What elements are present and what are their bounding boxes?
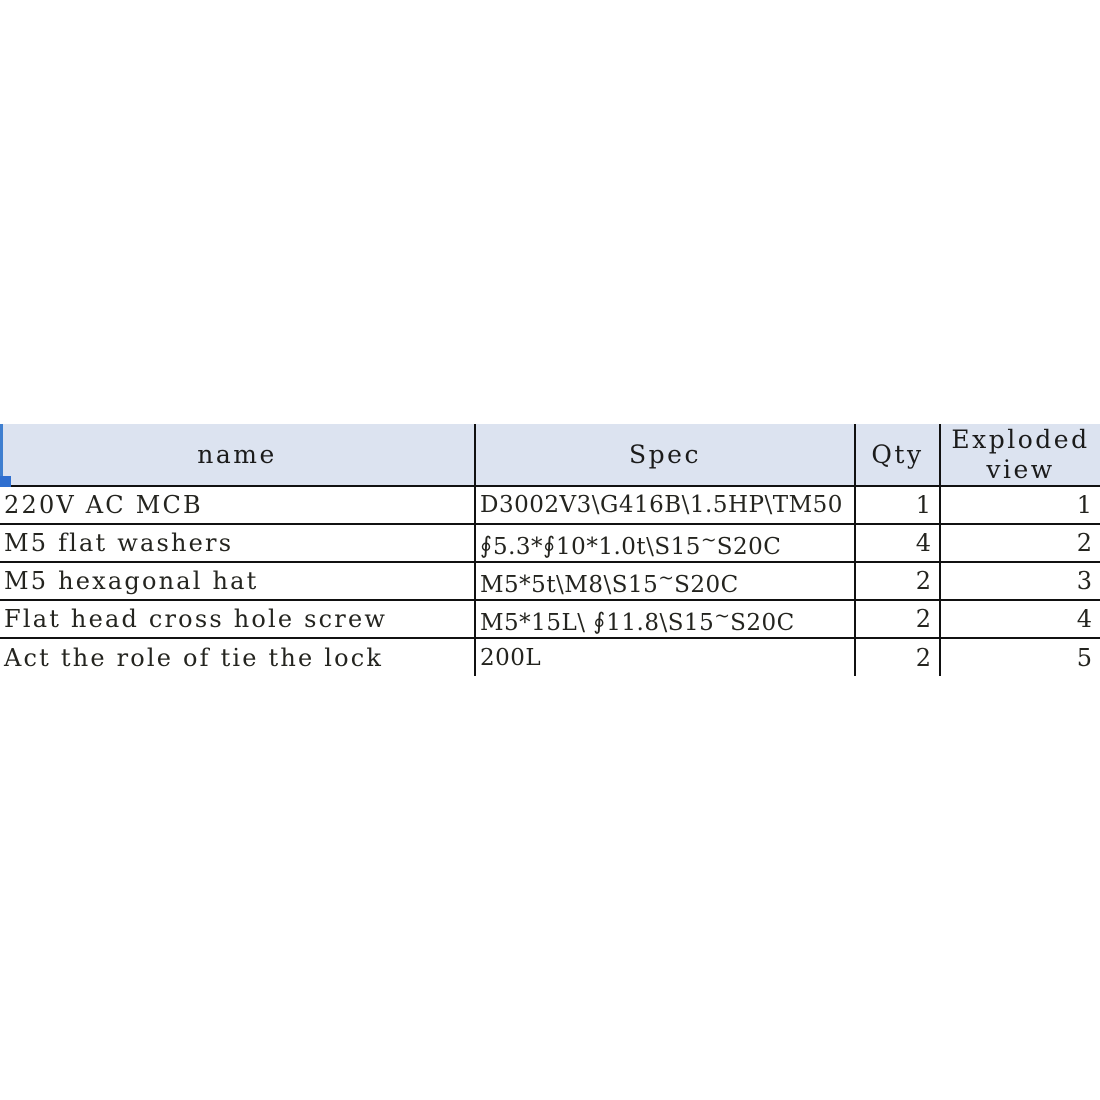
column-header-name[interactable]: name (0, 424, 476, 487)
cell-name[interactable]: 220V AC MCB (0, 486, 476, 525)
column-header-qty[interactable]: Qty (855, 424, 941, 487)
cell-exploded_view[interactable]: 3 (940, 562, 1100, 601)
cell-spec[interactable]: ∮5.3*∮10*1.0t\S15~S20C (475, 524, 856, 563)
cell-name[interactable]: M5 hexagonal hat (0, 562, 476, 601)
table-body: 220V AC MCB D3002V3\G416B\1.5HP\TM50 1 1 M5 … (0, 486, 1100, 676)
table-row: 220V AC MCB D3002V3\G416B\1.5HP\TM50 1 1 (0, 486, 1100, 525)
cell-name[interactable]: Act the role of tie the lock (0, 638, 476, 676)
cell-spec[interactable]: M5*5t\M8\S15~S20C (475, 562, 856, 601)
cell-qty[interactable]: 4 (855, 524, 941, 563)
cell-qty[interactable]: 2 (855, 562, 941, 601)
cell-exploded_view[interactable]: 5 (940, 638, 1100, 676)
selection-fill-handle[interactable] (0, 476, 11, 487)
table-row: Flat head cross hole screw M5*15L\ ∮11.8\… (0, 600, 1100, 639)
cell-exploded_view[interactable]: 4 (940, 600, 1100, 639)
cell-spec[interactable]: D3002V3\G416B\1.5HP\TM50 (475, 486, 856, 525)
table-row: Act the role of tie the lock 200L 2 5 (0, 638, 1100, 676)
cell-qty[interactable]: 1 (855, 486, 941, 525)
cell-name[interactable]: M5 flat washers (0, 524, 476, 563)
cell-spec[interactable]: 200L (475, 638, 856, 676)
cell-qty[interactable]: 2 (855, 638, 941, 676)
column-header-exploded-view[interactable]: Exploded view (940, 424, 1100, 487)
cell-spec[interactable]: M5*15L\ ∮11.8\S15~S20C (475, 600, 856, 639)
cell-exploded_view[interactable]: 1 (940, 486, 1100, 525)
column-header-spec[interactable]: Spec (475, 424, 856, 487)
table-row: M5 hexagonal hat M5*5t\M8\S15~S20C 2 3 (0, 562, 1100, 601)
cell-exploded_view[interactable]: 2 (940, 524, 1100, 563)
table-header: name Spec Qty Exploded view (0, 424, 1100, 487)
bill-of-materials-table: name Spec Qty Exploded view 220V AC MCB D… (0, 424, 1100, 676)
table-header-row: name Spec Qty Exploded view (0, 424, 1100, 487)
cell-qty[interactable]: 2 (855, 600, 941, 639)
cell-name[interactable]: Flat head cross hole screw (0, 600, 476, 639)
table-row: M5 flat washers ∮5.3*∮10*1.0t\S15~S20C 4 2 (0, 524, 1100, 563)
